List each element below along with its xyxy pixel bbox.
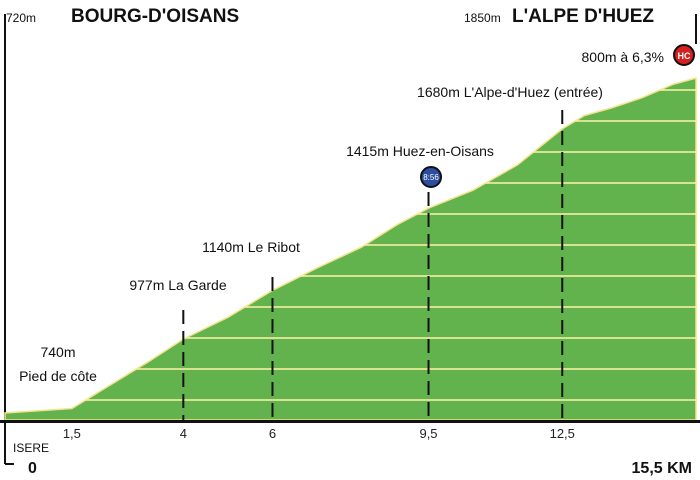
region-label: ISERE: [13, 441, 49, 455]
waypoint-label: 1680m L'Alpe-d'Huez (entrée): [417, 84, 603, 100]
waypoint-labels: 740m Pied de côte 977m La Garde 1140m Le Ri…: [19, 84, 603, 384]
profile-area: [4, 77, 697, 421]
sprint-badge: 8:56: [420, 166, 442, 188]
x-tick-label: 9,5: [419, 426, 437, 441]
hc-badge: HC: [673, 44, 695, 66]
waypoint-label: 1140m Le Ribot: [202, 239, 300, 255]
waypoint-label: Pied de côte: [19, 368, 97, 384]
waypoint-markers: [182, 110, 564, 420]
waypoint-label: 740m: [40, 344, 75, 360]
baseline: [0, 420, 700, 423]
x-tick-labels: 1,5 4 6 9,5 12,5: [63, 426, 575, 441]
x-tick-label: 6: [269, 426, 276, 441]
climb-label: 800m à 6,3%: [582, 49, 665, 65]
start-altitude: 720m: [6, 11, 36, 25]
start-km-label: 0: [28, 460, 37, 477]
x-tick-label: 12,5: [550, 426, 575, 441]
waypoint-label: 977m La Garde: [129, 277, 226, 293]
end-altitude: 1850m: [464, 11, 501, 25]
x-tick-label: 4: [180, 426, 187, 441]
end-km-label: 15,5 KM: [632, 460, 692, 477]
sprint-badge-text: 8:56: [423, 173, 439, 182]
hc-badge-text: HC: [678, 51, 691, 61]
waypoint-label: 1415m Huez-en-Oisans: [346, 143, 494, 159]
x-tick-label: 1,5: [63, 426, 81, 441]
start-town: BOURG-D'OISANS: [71, 6, 239, 27]
end-town: L'ALPE D'HUEZ: [512, 6, 654, 27]
